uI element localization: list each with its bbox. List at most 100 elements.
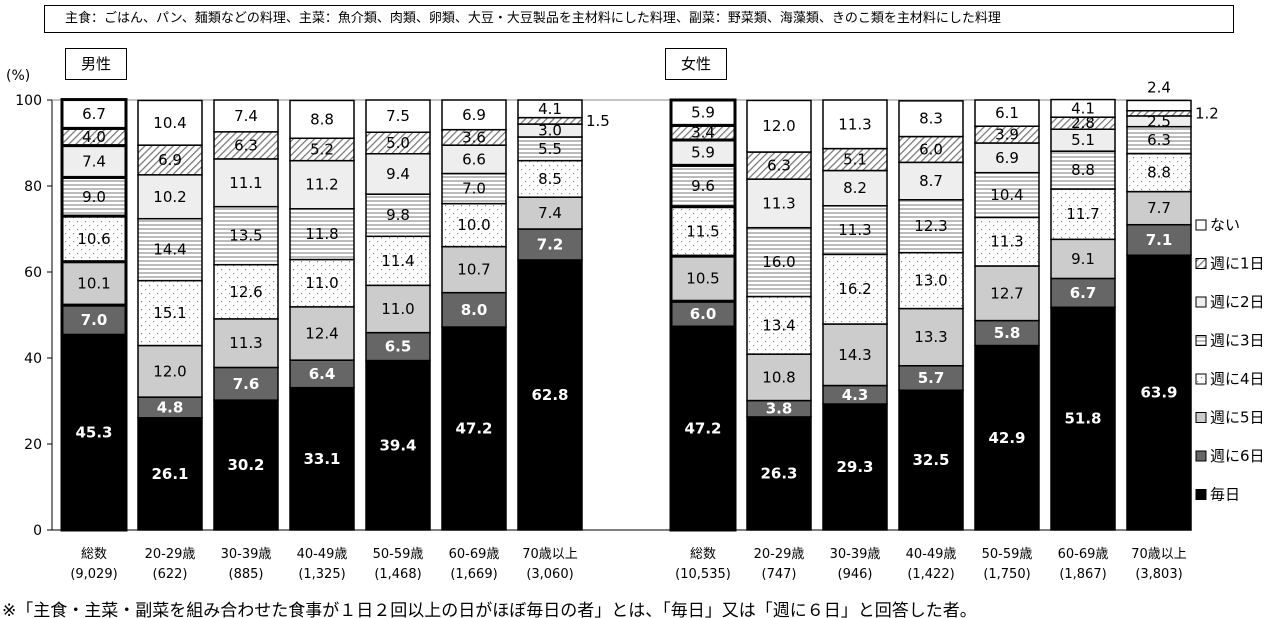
bar-segment-週に2日 bbox=[365, 153, 431, 195]
bar-segment-週に5日 bbox=[822, 323, 888, 387]
data-label: 7.6 bbox=[233, 375, 260, 393]
x-tick-sample-size: (1,867) bbox=[1059, 567, 1106, 582]
bar-segment-週に1日 bbox=[746, 151, 812, 180]
data-label: 12.7 bbox=[990, 284, 1023, 302]
bar-segment-週に5日 bbox=[746, 353, 812, 402]
data-label: 3.4 bbox=[691, 124, 715, 142]
x-tick-sample-size: (885) bbox=[229, 567, 264, 582]
data-label: 5.0 bbox=[386, 134, 410, 152]
x-tick-sample-size: (1,750) bbox=[983, 567, 1030, 582]
data-label: 11.1 bbox=[229, 174, 262, 192]
data-label: 5.1 bbox=[843, 151, 867, 169]
y-tick-label: 0 bbox=[33, 523, 42, 539]
bar-segment-ない bbox=[898, 100, 964, 138]
data-label: 10.7 bbox=[457, 261, 490, 279]
bar-segment-週に3日 bbox=[974, 171, 1040, 219]
legend-label: 週に3日 bbox=[1210, 332, 1265, 350]
bar-segment-週に4日 bbox=[669, 205, 737, 258]
x-tick-label: 70歳以上 bbox=[1131, 547, 1187, 562]
data-label: 6.3 bbox=[767, 157, 791, 175]
data-label: 10.1 bbox=[77, 274, 110, 292]
bar-segment-週に6日 bbox=[898, 364, 964, 391]
data-label: 2.4 bbox=[1147, 78, 1171, 96]
footnote: ※「主食・主菜・副菜を組み合わせた食事が１日２回以上の日がほぼ毎日の者」とは、「… bbox=[2, 601, 977, 618]
data-label: 12.0 bbox=[762, 117, 795, 135]
bar-segment-ない bbox=[669, 98, 737, 127]
x-tick-label: 総数 bbox=[81, 547, 107, 562]
bar-segment-毎日 bbox=[1050, 306, 1116, 531]
data-label: 4.1 bbox=[1071, 99, 1095, 117]
data-label: 8.5 bbox=[538, 170, 562, 188]
y-tick-label: 60 bbox=[24, 265, 42, 281]
data-label: 5.9 bbox=[691, 144, 715, 162]
data-label: 8.2 bbox=[843, 179, 867, 197]
bar-segment-週に4日 bbox=[898, 251, 964, 310]
data-label: 15.1 bbox=[153, 304, 186, 322]
data-label: 12.4 bbox=[305, 324, 338, 342]
data-label: 39.4 bbox=[379, 436, 416, 454]
data-label: 5.1 bbox=[1071, 131, 1095, 149]
bar-segment-ない bbox=[60, 98, 128, 130]
x-tick-label: 50-59歳 bbox=[373, 547, 424, 562]
x-tick-sample-size: (10,535) bbox=[675, 567, 731, 582]
bar-segment-週に4日 bbox=[517, 159, 583, 198]
legend-label: 週に6日 bbox=[1210, 447, 1265, 465]
data-label: 10.8 bbox=[762, 368, 795, 386]
data-label: 7.0 bbox=[462, 180, 486, 198]
y-axis-unit-label: (%) bbox=[6, 68, 30, 84]
bar-segment-週に6日 bbox=[974, 319, 1040, 347]
data-label: 1.2 bbox=[1195, 104, 1219, 122]
x-tick-label: 40-49歳 bbox=[297, 547, 348, 562]
bar-segment-週に3日 bbox=[289, 208, 355, 261]
data-label: 45.3 bbox=[75, 424, 112, 442]
data-label: 33.1 bbox=[303, 450, 340, 468]
data-label: 11.0 bbox=[305, 274, 338, 292]
data-label: 11.7 bbox=[1066, 205, 1099, 223]
data-label: 7.4 bbox=[538, 204, 562, 222]
bar-segment-週に6日 bbox=[60, 303, 128, 337]
bar-segment-ない bbox=[1126, 99, 1192, 112]
data-label: 8.8 bbox=[1147, 164, 1171, 182]
data-label: 5.5 bbox=[538, 140, 562, 158]
x-tick-sample-size: (1,325) bbox=[298, 567, 345, 582]
bar-segment-週に3日 bbox=[1050, 150, 1116, 190]
data-label: 9.0 bbox=[82, 188, 106, 206]
bar-segment-毎日 bbox=[137, 417, 203, 531]
bar-segment-週に4日 bbox=[137, 279, 203, 347]
legend-label: 週に5日 bbox=[1210, 409, 1265, 427]
data-label: 6.9 bbox=[462, 106, 486, 124]
x-tick-label: 60-69歳 bbox=[1058, 547, 1109, 562]
data-label: 11.3 bbox=[762, 194, 795, 212]
data-label: 6.3 bbox=[234, 136, 258, 154]
data-label: 3.0 bbox=[538, 122, 562, 140]
x-tick-sample-size: (1,468) bbox=[374, 567, 421, 582]
x-tick-sample-size: (946) bbox=[838, 567, 873, 582]
legend-label: ない bbox=[1210, 216, 1240, 234]
data-label: 42.9 bbox=[988, 429, 1025, 447]
bar-segment-週に1日 bbox=[898, 135, 964, 164]
data-label: 12.3 bbox=[914, 217, 947, 235]
bar-segment-週に4日 bbox=[822, 253, 888, 325]
bar-segment-週に2日 bbox=[213, 158, 279, 208]
x-tick-label: 40-49歳 bbox=[906, 547, 957, 562]
legend-label: 週に4日 bbox=[1210, 370, 1265, 388]
data-label: 6.1 bbox=[995, 104, 1019, 122]
bar-segment-週に5日 bbox=[60, 260, 128, 307]
bar-segment-毎日 bbox=[669, 325, 737, 532]
x-tick-sample-size: (3,803) bbox=[1135, 567, 1182, 582]
data-label: 2.8 bbox=[1071, 114, 1095, 132]
data-label: 16.0 bbox=[762, 253, 795, 271]
legend-swatch-週に4日 bbox=[1195, 373, 1207, 385]
data-label: 12.0 bbox=[153, 362, 186, 380]
data-label: 13.4 bbox=[762, 316, 795, 334]
data-label: 7.1 bbox=[1146, 231, 1173, 249]
data-label: 5.7 bbox=[918, 369, 945, 387]
data-label: 6.5 bbox=[385, 338, 412, 356]
x-tick-sample-size: (747) bbox=[762, 567, 797, 582]
data-label: 6.0 bbox=[919, 140, 943, 158]
data-label: 13.3 bbox=[914, 328, 947, 346]
data-label: 7.5 bbox=[386, 107, 410, 125]
bar-segment-週に5日 bbox=[365, 284, 431, 334]
bar-segment-週に3日 bbox=[60, 175, 128, 218]
